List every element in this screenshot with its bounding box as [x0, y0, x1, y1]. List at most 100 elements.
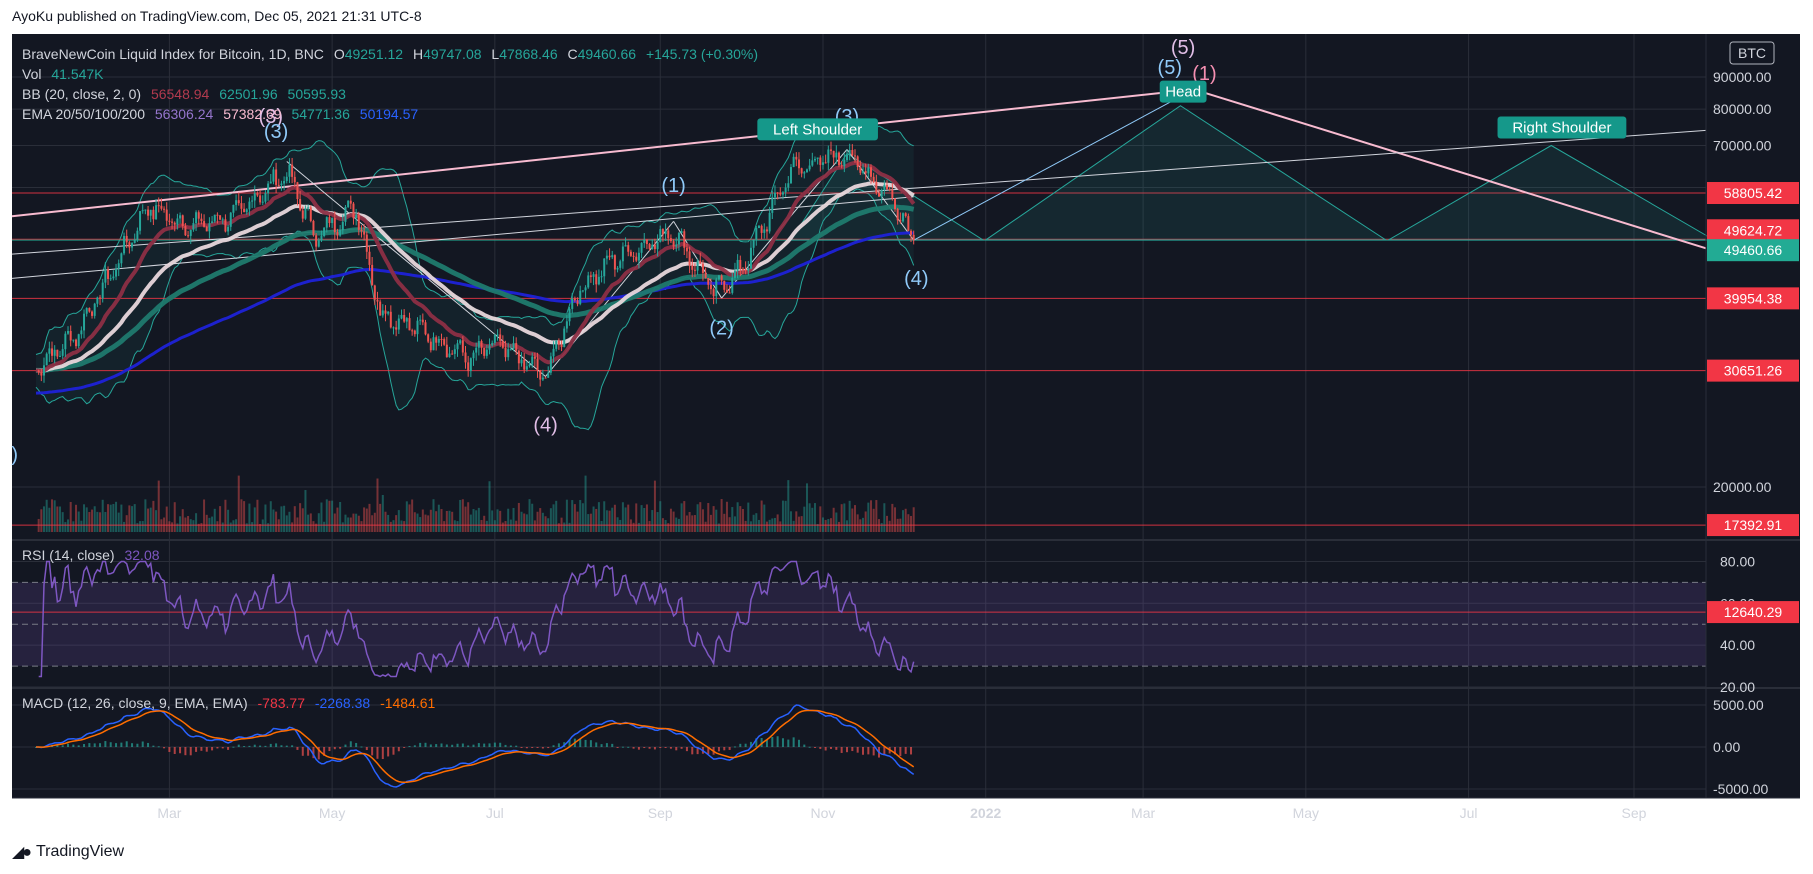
candle-body — [902, 213, 905, 222]
candle-body — [317, 240, 320, 247]
wave-label[interactable]: (2) — [709, 317, 733, 339]
volume-bar — [64, 522, 67, 532]
time-tick: Mar — [1131, 805, 1155, 821]
pattern-right-shoulder-box[interactable] — [1497, 116, 1627, 139]
candle-body — [261, 201, 264, 203]
volume-bar — [627, 504, 630, 532]
volume-bar — [755, 513, 758, 532]
volume-bar — [304, 490, 307, 532]
wave-label[interactable]: (5) — [1158, 57, 1182, 79]
volume-bar — [371, 515, 374, 532]
price-tag-text: 12640.29 — [1724, 604, 1783, 620]
volume-bar — [293, 506, 296, 532]
macd-histogram-bar — [435, 744, 438, 747]
candle-body — [552, 348, 555, 357]
candle-body — [173, 222, 176, 225]
candle-body — [163, 208, 166, 210]
candle-body — [565, 321, 568, 329]
volume-bar — [117, 512, 120, 532]
pattern-left-shoulder-box[interactable] — [757, 118, 878, 141]
projection-down-line[interactable] — [1193, 88, 1707, 250]
candle-body — [75, 339, 78, 347]
time-axis[interactable]: Mar May Jul Sep Nov 2022 Mar May Jul Sep — [157, 805, 1646, 821]
right-shoulder-shape[interactable] — [1386, 144, 1716, 241]
wave-label[interactable]: (4) — [533, 415, 557, 437]
volume-bar — [664, 520, 667, 532]
currency-badge[interactable] — [1729, 41, 1775, 65]
volume-bar — [768, 519, 771, 532]
macd-histogram-bar — [824, 747, 827, 751]
legend-ema200: 50194.57 — [360, 106, 419, 122]
candle-body — [704, 272, 707, 279]
legend-vol: 41.547K — [51, 66, 104, 82]
tradingview-brand[interactable]: ◢● TradingView — [12, 842, 124, 862]
candle-body — [349, 200, 352, 204]
pattern-head-box[interactable] — [1159, 80, 1207, 103]
volume-bar — [360, 521, 363, 532]
candle-body — [376, 299, 379, 302]
macd-histogram-bar — [664, 747, 667, 748]
macd-histogram-bar — [72, 744, 75, 747]
candle-body — [480, 340, 483, 348]
price-tag-text: 58805.42 — [1724, 185, 1783, 201]
volume-bar — [384, 511, 387, 532]
candle-body — [808, 165, 811, 170]
macd-histogram-bar — [851, 747, 854, 752]
head-shape[interactable] — [984, 105, 1388, 241]
wave-labels[interactable]: (3)(3)(4)(1)(2)(3)(4)(5)(5) (1)) — [11, 37, 1216, 466]
candle-body — [155, 205, 158, 220]
price-tick: 70000.00 — [1713, 138, 1772, 154]
volume-bar — [51, 499, 54, 532]
pattern-labels[interactable]: Left Shoulder Head Right Shoulder — [757, 80, 1627, 141]
volume-bar — [176, 523, 179, 532]
left-shoulder-shape[interactable] — [790, 152, 985, 241]
macd-histogram-bar — [637, 747, 640, 750]
macd-histogram-bar — [595, 742, 598, 747]
volume-bar — [699, 502, 702, 532]
volume-bar — [563, 522, 566, 532]
volume-bar — [101, 499, 104, 532]
price-tag-text: 30651.26 — [1724, 363, 1783, 379]
projection-shapes[interactable] — [790, 105, 1716, 241]
volume-bar — [277, 519, 280, 532]
volume-bar — [235, 519, 238, 532]
macd-histogram-bar — [499, 742, 502, 747]
wave-label[interactable]: (5) — [1171, 37, 1195, 59]
candle-body — [80, 330, 83, 335]
wave-five-line[interactable] — [913, 88, 1195, 241]
volume-bar — [269, 501, 272, 532]
volume-bar — [395, 515, 398, 532]
candle-body — [637, 252, 640, 261]
macd-histogram-bar — [264, 745, 267, 747]
candle-body — [859, 167, 862, 173]
candle-body — [413, 330, 416, 335]
price-tick: 20000.00 — [1713, 479, 1772, 495]
main-legend: BraveNewCoin Liquid Index for Bitcoin, 1… — [22, 46, 758, 122]
rsi-legend: RSI (14, close) 32.08 — [22, 547, 160, 563]
wave-label[interactable]: (1) — [1192, 63, 1216, 85]
candle-body — [797, 159, 800, 169]
price-tick: 80000.00 — [1713, 101, 1772, 117]
volume-bar — [128, 505, 131, 532]
volume-bar — [765, 521, 768, 532]
candle-body — [432, 337, 435, 351]
volume-bar — [80, 520, 83, 532]
candle-body — [648, 244, 651, 249]
wave-label[interactable]: (1) — [661, 175, 685, 197]
volume-bar — [435, 511, 438, 532]
volume-bar — [653, 480, 656, 532]
wave-label[interactable]: ) — [11, 444, 18, 466]
candle-body — [408, 318, 411, 331]
wave-label[interactable]: (3) — [264, 121, 288, 143]
macd-histogram-bar — [584, 739, 587, 747]
candle-body — [197, 212, 200, 219]
wave-label[interactable]: (3) — [259, 106, 283, 128]
wave-label[interactable]: (4) — [904, 268, 928, 290]
candle-body — [619, 261, 622, 268]
lower-trendline[interactable] — [11, 196, 914, 279]
ema-200-line — [35, 231, 914, 395]
upper-trendline[interactable] — [11, 88, 1194, 218]
volume-bar — [219, 506, 222, 532]
price-axis-background[interactable] — [1706, 34, 1800, 798]
